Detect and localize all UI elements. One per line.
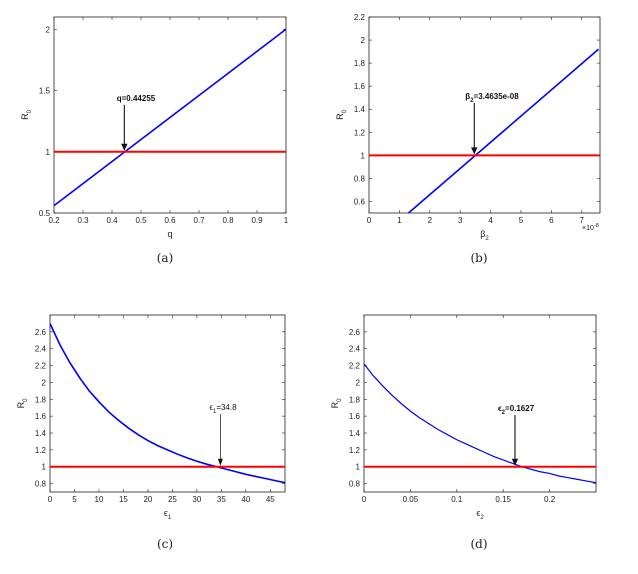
x-tick-label: 0.05 [403, 495, 419, 504]
y-tick-label: 1.4 [35, 429, 47, 438]
y-tick-label: 1.5 [39, 87, 51, 96]
y-tick-label: 2.4 [349, 345, 361, 354]
y-tick-label: 1.8 [349, 395, 361, 404]
x-tick-label: 3 [458, 216, 463, 225]
x-tick-label: 0.6 [164, 216, 176, 225]
y-tick-label: 1.4 [354, 105, 366, 114]
x-tick-label: 0.3 [77, 216, 89, 225]
y-tick-label: 1.8 [354, 59, 366, 68]
panel-caption: (d) [470, 537, 487, 551]
y-tick-label: 2 [356, 378, 361, 387]
annotation-label: ϵ2=0.1627 [498, 404, 535, 416]
x-tick-label: 6 [549, 216, 554, 225]
y-tick-label: 1.2 [354, 128, 366, 137]
panel-caption: (b) [470, 251, 487, 265]
x-tick-label: 1 [284, 216, 289, 225]
x-axis-label: β2 [480, 229, 489, 242]
y-tick-label: 0.8 [354, 174, 366, 183]
plot-area [368, 16, 601, 214]
x-tick-label: 30 [192, 495, 201, 504]
x-tick-label: 0.1 [451, 495, 463, 504]
y-tick-label: 0.8 [349, 480, 361, 489]
chart-panel-c: 0 5 10 15 20 25 30 35 40 45 0.8 1 1.2 1.4 1.6 1.8 2 2.2 2.… [16, 314, 286, 551]
y-tick-label: 1.4 [349, 429, 361, 438]
y-tick-label: 2.2 [354, 13, 366, 22]
chart-panel-b: 0 1 2 3 4 5 6 7 0.6 0.8 1 1.2 1.4 1.6 1.8 2 2.2 β2 R0 ×10-8… [335, 13, 601, 265]
x-tick-label: 10 [95, 495, 104, 504]
x-tick-label: 0.8 [222, 216, 234, 225]
x-tick-label: 5 [72, 495, 77, 504]
x-tick-label: 45 [266, 495, 275, 504]
x-axis-label: ϵ1 [164, 508, 172, 521]
chart-panel-a: 0.2 0.3 0.4 0.5 0.6 0.7 0.8 0.9 1 0.5 1 1.5 2 q R0 q=0.… [20, 16, 289, 265]
y-tick-label: 1.6 [354, 82, 366, 91]
annotation-label: q=0.44255 [117, 94, 156, 103]
y-tick-label: 2.6 [35, 328, 47, 337]
x-axis-label: ϵ2 [476, 508, 484, 521]
plot-area [363, 314, 597, 493]
r0-curve [54, 28, 286, 207]
y-tick-label: 0.5 [39, 209, 51, 218]
x-tick-label: 2 [428, 216, 433, 225]
y-tick-label: 1.2 [35, 446, 47, 455]
y-tick-label: 2.2 [35, 362, 47, 371]
chart-panel-d: 0 0.05 0.1 0.15 0.2 0.8 1 1.2 1.4 1.6 1.8 2 2.2 2.4 2.… [330, 314, 597, 551]
r0-curve [50, 323, 285, 484]
x-tick-label: 0.15 [495, 495, 511, 504]
panel-caption: (a) [157, 251, 174, 265]
y-tick-label: 2.6 [349, 328, 361, 337]
x-tick-label: 0 [48, 495, 53, 504]
annotation-arrow-head [471, 147, 478, 155]
x-tick-label: 0.9 [251, 216, 263, 225]
y-tick-label: 0.8 [35, 480, 47, 489]
y-tick-label: 1.6 [349, 412, 361, 421]
x-tick-label: 0.7 [193, 216, 205, 225]
panel-caption: (c) [157, 537, 173, 551]
x-tick-label: 25 [168, 495, 177, 504]
x-tick-label: 4 [488, 216, 493, 225]
y-tick-label: 1 [361, 151, 366, 160]
x-tick-label: 40 [241, 495, 250, 504]
y-tick-label: 2.4 [35, 345, 47, 354]
annotation-arrow-head [511, 458, 519, 466]
x-tick-label: 0 [367, 216, 372, 225]
annotation-arrow-head [217, 458, 223, 466]
x-tick-label: 20 [143, 495, 152, 504]
y-tick-label: 2 [361, 36, 366, 45]
x-tick-label: 0.2 [544, 495, 556, 504]
plot-area [49, 314, 286, 493]
annotation-label: ϵ1=34.8 [209, 403, 237, 415]
x-tick-label: 0.4 [106, 216, 118, 225]
x-tick-label: 1 [397, 216, 402, 225]
y-tick-label: 0.6 [354, 197, 366, 206]
x-tick-label: 35 [217, 495, 226, 504]
r0-curve [407, 48, 600, 213]
y-tick-label: 2 [42, 378, 47, 387]
y-tick-label: 1.8 [35, 395, 47, 404]
y-axis-label: R0 [16, 398, 29, 409]
y-tick-label: 1 [42, 463, 47, 472]
y-tick-label: 1.2 [349, 446, 361, 455]
y-tick-label: 1 [356, 463, 361, 472]
r0-curve [364, 363, 596, 484]
annotation-label: β2=3.4635e-08 [465, 92, 519, 104]
x-tick-label: 7 [580, 216, 585, 225]
x-tick-label: 5 [519, 216, 524, 225]
x-tick-label: 0 [362, 495, 367, 504]
x-tick-label: 15 [119, 495, 128, 504]
x-tick-label: 0.5 [135, 216, 147, 225]
y-axis-label: R0 [335, 109, 348, 120]
x-axis-label: q [167, 229, 172, 239]
y-tick-label: 2.2 [349, 362, 361, 371]
y-axis-label: R0 [20, 109, 33, 120]
y-tick-label: 2 [46, 25, 51, 34]
x-tick-label: 0.2 [48, 216, 60, 225]
y-tick-label: 1.6 [35, 412, 47, 421]
y-axis-label: R0 [330, 398, 343, 409]
plot-area [53, 16, 287, 214]
y-tick-label: 1 [46, 148, 51, 157]
annotation-arrow-head [121, 143, 128, 151]
x-exponent-label: ×10-8 [582, 223, 599, 232]
